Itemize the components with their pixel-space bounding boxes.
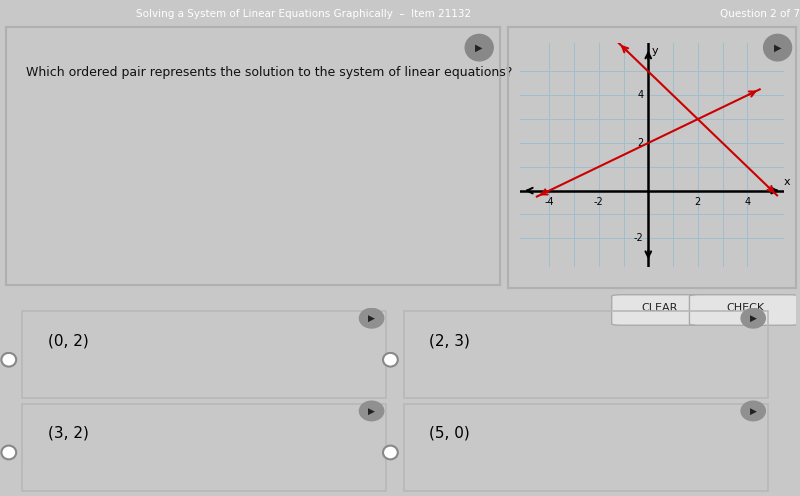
Circle shape xyxy=(764,34,791,61)
Circle shape xyxy=(2,445,16,459)
Text: ▶: ▶ xyxy=(368,314,375,323)
FancyBboxPatch shape xyxy=(690,295,799,325)
Text: -4: -4 xyxy=(545,196,554,206)
Circle shape xyxy=(741,309,766,328)
Text: ▶: ▶ xyxy=(750,407,757,416)
Text: (0, 2): (0, 2) xyxy=(48,333,89,348)
Circle shape xyxy=(359,309,384,328)
Text: (3, 2): (3, 2) xyxy=(48,426,89,441)
Text: ▶: ▶ xyxy=(368,407,375,416)
Circle shape xyxy=(741,401,766,421)
Text: Question 2 of 7: Question 2 of 7 xyxy=(720,8,800,19)
Text: 2: 2 xyxy=(637,138,643,148)
Text: x: x xyxy=(783,177,790,187)
Text: (2, 3): (2, 3) xyxy=(430,333,470,348)
Text: (5, 0): (5, 0) xyxy=(430,426,470,441)
Text: CLEAR: CLEAR xyxy=(641,303,678,313)
Text: 4: 4 xyxy=(744,196,750,206)
Text: ▶: ▶ xyxy=(750,314,757,323)
Circle shape xyxy=(466,34,493,61)
Text: 4: 4 xyxy=(638,90,643,100)
Text: 2: 2 xyxy=(694,196,701,206)
FancyBboxPatch shape xyxy=(612,295,706,325)
Text: CHECK: CHECK xyxy=(726,303,765,313)
Text: ▶: ▶ xyxy=(774,43,782,53)
Text: Solving a System of Linear Equations Graphically  –  Item 21132: Solving a System of Linear Equations Gra… xyxy=(137,8,471,19)
Text: -2: -2 xyxy=(594,196,604,206)
Text: Which ordered pair represents the solution to the system of linear equations?: Which ordered pair represents the soluti… xyxy=(26,66,513,79)
Circle shape xyxy=(359,401,384,421)
Text: y: y xyxy=(651,47,658,57)
Circle shape xyxy=(383,353,398,367)
Circle shape xyxy=(2,353,16,367)
Text: ▶: ▶ xyxy=(475,43,483,53)
Circle shape xyxy=(383,445,398,459)
Text: -2: -2 xyxy=(634,233,643,243)
